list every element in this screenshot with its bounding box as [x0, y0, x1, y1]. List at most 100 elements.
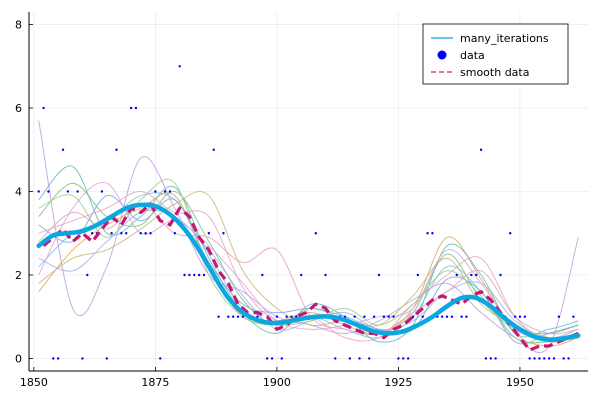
iteration-line [38, 192, 579, 344]
smooth-line [42, 202, 579, 352]
data-point [567, 357, 570, 360]
data-point [212, 148, 215, 151]
data-point [76, 190, 79, 193]
data-point [372, 315, 376, 318]
data-point [90, 232, 94, 235]
data-point [509, 232, 512, 235]
data-point [528, 357, 531, 360]
data-point [353, 315, 356, 318]
data-point [42, 106, 45, 110]
data-point [163, 190, 167, 193]
data-point [178, 65, 181, 68]
y-tick-label: 6 [15, 102, 22, 115]
x-tick-label: 1850 [20, 376, 48, 389]
data-point [81, 357, 84, 360]
data-point [445, 315, 449, 318]
data-point [154, 190, 157, 193]
data-point [202, 273, 206, 277]
data-point [295, 315, 298, 318]
data-point [382, 315, 386, 318]
data-point [513, 315, 517, 318]
y-tick-label: 4 [15, 186, 22, 199]
data-point [256, 315, 259, 318]
data-point [280, 357, 283, 360]
data-point [572, 315, 575, 318]
data-point [193, 273, 196, 277]
data-point [173, 232, 177, 235]
data-point [105, 357, 108, 360]
y-tick-label: 0 [15, 352, 22, 365]
data-point [489, 357, 492, 360]
data-point [197, 273, 201, 277]
data-point [552, 357, 556, 360]
iteration-line [38, 192, 579, 347]
legend-swatch-marker [437, 50, 447, 60]
data-point [411, 315, 415, 318]
data-point [207, 232, 211, 235]
mean-line [36, 202, 581, 343]
data-point [455, 273, 458, 277]
data-point [139, 232, 142, 235]
data-point [47, 190, 50, 193]
data-point [402, 357, 405, 360]
legend-label: many_iterations [460, 32, 549, 45]
data-point [275, 315, 279, 318]
data-point [397, 357, 400, 360]
data-point [440, 315, 444, 318]
data-point [61, 148, 65, 151]
data-point [421, 315, 424, 318]
data-point [324, 273, 327, 277]
data-point [538, 357, 541, 360]
data-point [450, 315, 454, 318]
data-point [348, 357, 352, 360]
y-tick-label: 2 [15, 269, 22, 282]
data-point [115, 148, 118, 151]
data-point [134, 106, 138, 110]
data-point [387, 315, 390, 318]
data-point [183, 273, 186, 277]
data-point [368, 357, 371, 360]
data-point [56, 357, 60, 360]
data-point [518, 315, 522, 318]
data-point [159, 357, 162, 360]
data-point [100, 190, 104, 193]
iteration-line [38, 165, 579, 343]
data-point [125, 232, 128, 235]
data-point [217, 315, 220, 318]
data-point [149, 232, 152, 235]
data-point [290, 315, 293, 318]
axes [28, 12, 588, 372]
data-point [300, 273, 303, 277]
smooth-data-line [42, 202, 579, 352]
x-tick-label: 1950 [506, 376, 534, 389]
data-point [416, 273, 420, 277]
y-tick-label: 8 [15, 19, 22, 32]
data-point [358, 357, 361, 360]
data-point [120, 232, 123, 235]
data-point [547, 357, 551, 360]
data-point [52, 357, 55, 360]
data-point [543, 357, 546, 360]
data-point [426, 232, 429, 235]
data-point [37, 190, 40, 193]
data-point [557, 315, 561, 318]
data-point [431, 232, 434, 235]
data-point [314, 232, 317, 235]
data-point [168, 190, 172, 193]
data-point [392, 315, 395, 318]
data-point [475, 273, 478, 277]
data-point [265, 357, 269, 360]
data-point [144, 232, 147, 235]
legend-label: data [460, 49, 485, 62]
legend-label: smooth data [460, 66, 529, 79]
data-point [363, 315, 366, 318]
data-point [227, 315, 230, 318]
legend-box [422, 23, 569, 85]
iteration-line [38, 191, 579, 340]
data-point [484, 357, 488, 360]
data-point [261, 273, 264, 277]
data-point [343, 315, 347, 318]
data-point [110, 232, 113, 235]
